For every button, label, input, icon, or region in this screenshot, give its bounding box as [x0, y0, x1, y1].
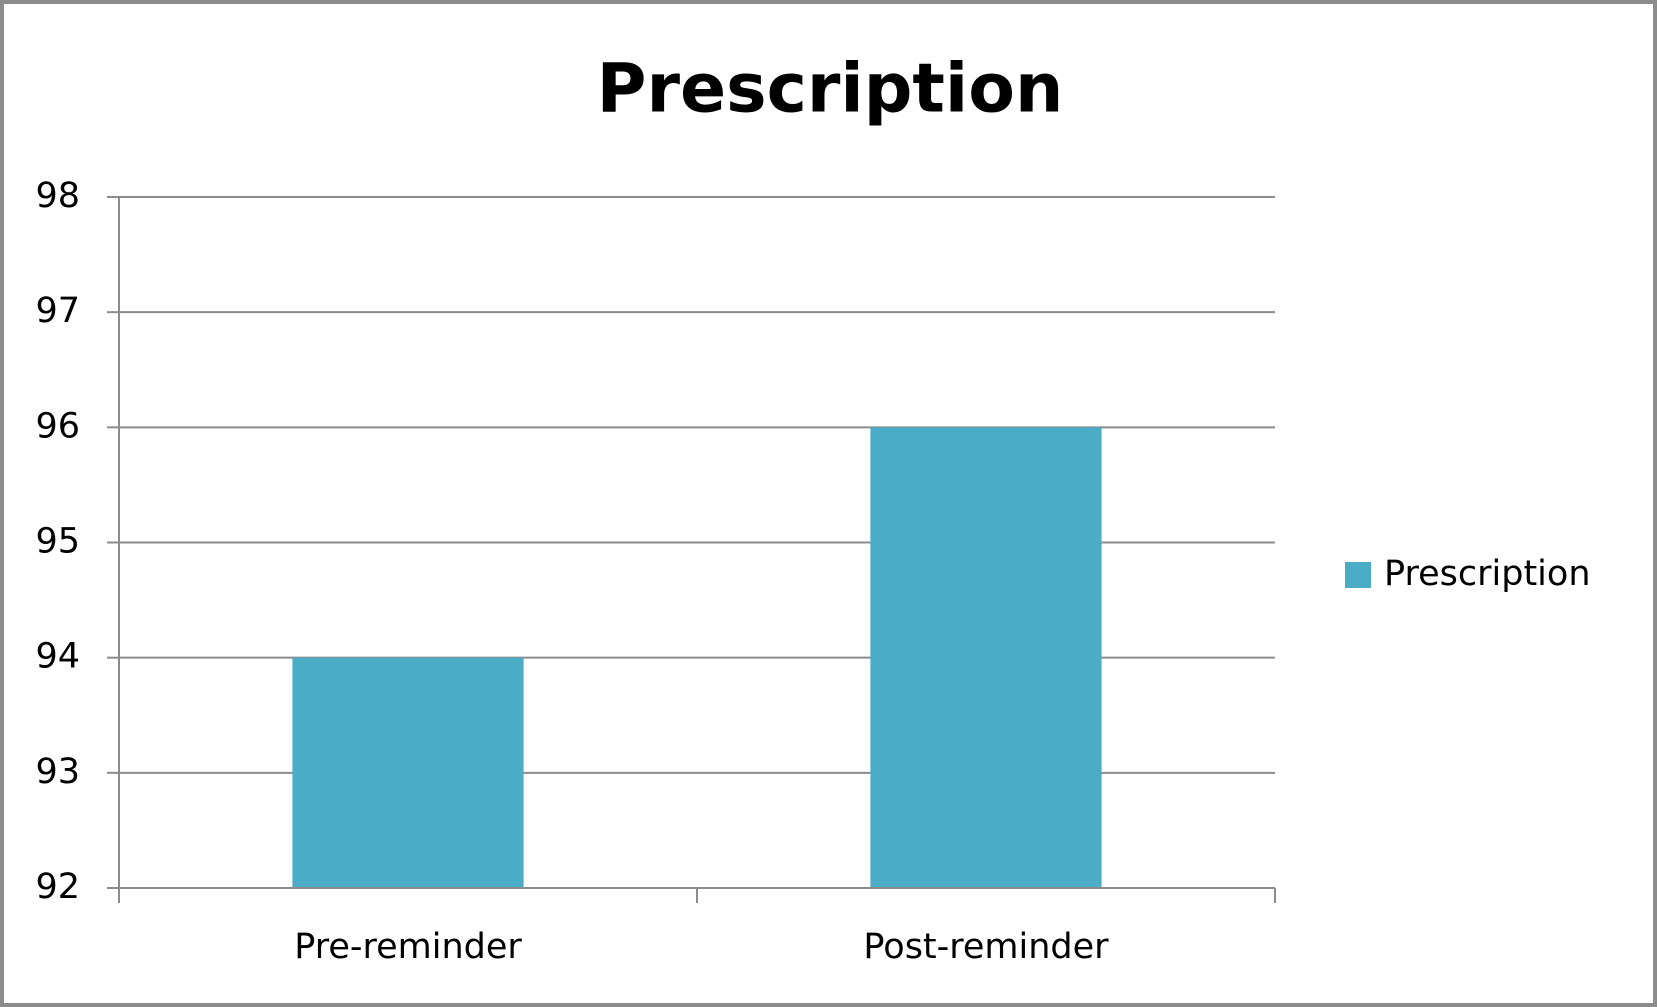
y-tick-label: 95 [35, 522, 80, 562]
y-tick-label: 92 [35, 867, 80, 907]
bar [292, 657, 524, 888]
y-tick-label: 96 [35, 406, 80, 446]
chart-title: Prescription [597, 50, 1064, 129]
y-tick-label: 98 [35, 176, 80, 216]
y-tick-label: 93 [35, 752, 80, 792]
x-tick-label: Post-reminder [863, 927, 1109, 967]
legend-label: Prescription [1384, 554, 1591, 594]
x-tick-label: Pre-reminder [294, 927, 522, 967]
bar [870, 427, 1102, 888]
y-tick-label: 97 [35, 291, 80, 331]
y-tick-label: 94 [35, 637, 80, 677]
legend-swatch [1345, 562, 1371, 588]
